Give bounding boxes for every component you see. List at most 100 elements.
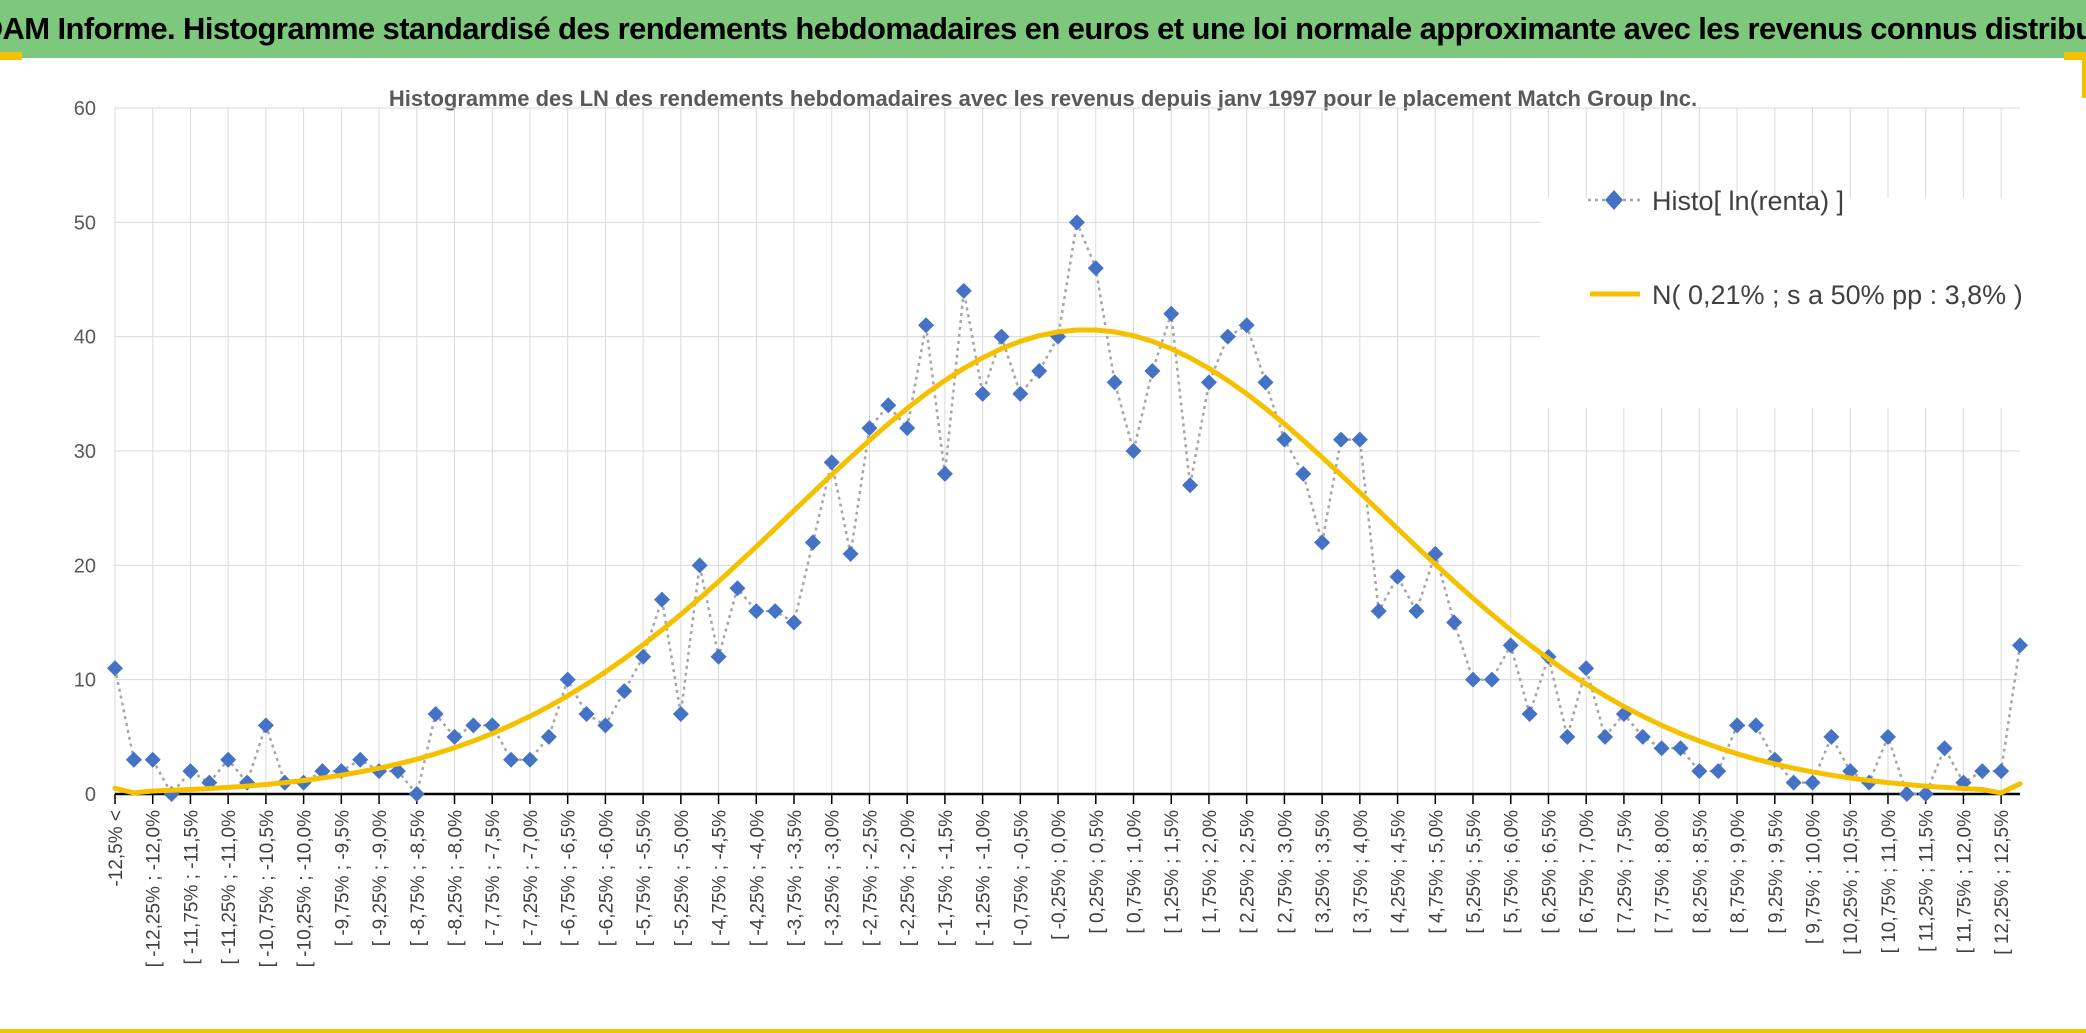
histo-line: [113, 217, 2022, 797]
histo-point: [1521, 705, 1538, 722]
histo-point: [1012, 385, 1029, 402]
histo-point: [1144, 362, 1161, 379]
x-tick-label: [ -0,25% ; 0,0%: [1049, 810, 1070, 940]
histo-point: [220, 751, 237, 768]
histo-point: [1370, 603, 1387, 620]
histo-point: [1747, 717, 1764, 734]
x-tick-label: [ -9,25% ; -9,0%: [370, 810, 391, 946]
x-tick-label: [ 3,75% ; 4,0%: [1351, 810, 1372, 934]
histo-point: [1653, 740, 1670, 757]
x-tick-label: [ 10,75% ; 11,0%: [1879, 810, 1900, 953]
histo-point: [1710, 763, 1727, 780]
x-tick-label: [ 2,75% ; 3,0%: [1275, 810, 1296, 934]
histo-point: [1068, 214, 1085, 231]
histo-point: [1087, 260, 1104, 277]
x-tick-label: [ 9,75% ; 10,0%: [1804, 810, 1825, 944]
x-tick-label: [ 11,75% ; 12,0%: [1954, 810, 1975, 953]
x-tick-label: [ 7,75% ; 8,0%: [1653, 810, 1674, 934]
x-tick-label: [ -1,25% ; -1,0%: [974, 810, 995, 946]
legend-background: [1540, 198, 2030, 408]
y-tick-label: 0: [85, 784, 96, 806]
histo-point: [1219, 328, 1236, 345]
x-axis: -12,5% < [ -12,25% ; -12,0% [ -11,75% ; -1…: [106, 792, 2020, 967]
x-tick-label: [ -4,75% ; -4,5%: [710, 810, 731, 946]
histo-point: [352, 751, 369, 768]
histo-point: [1578, 660, 1595, 677]
histo-point: [1936, 740, 1953, 757]
histo-point: [1974, 763, 1991, 780]
histo-point: [653, 591, 670, 608]
histo-point: [1446, 614, 1463, 631]
histo-point: [559, 671, 576, 688]
histo-point: [672, 705, 689, 722]
x-tick-label: [ -0,75% ; -0,5%: [1011, 810, 1032, 946]
y-tick-label: 10: [74, 670, 96, 692]
histo-point: [1879, 728, 1896, 745]
x-tick-label: [ -7,75% ; -7,5%: [483, 810, 504, 946]
y-axis: 0 10 20 30 40 50 60: [74, 98, 96, 806]
x-tick-label: [ 6,75% ; 7,0%: [1577, 810, 1598, 934]
x-tick-label: [ -4,25% ; -4,0%: [747, 810, 768, 946]
histo-point: [521, 751, 538, 768]
x-tick-label: -12,5% <: [106, 810, 127, 887]
chart-title: Histogramme des LN des rendements hebdom…: [389, 86, 1697, 111]
edge-accent-right: [2082, 58, 2086, 98]
x-tick-label: [ 6,25% ; 6,5%: [1539, 810, 1560, 934]
x-tick-label: [ -12,25% ; -12,0%: [144, 810, 165, 967]
histo-point: [125, 751, 142, 768]
histo-point: [1257, 374, 1274, 391]
legend-histo-label: Histo[ ln(renta) ]: [1652, 186, 1844, 216]
corner-accent-right: [2064, 52, 2086, 60]
x-tick-label: [ 5,75% ; 6,0%: [1502, 810, 1523, 934]
x-tick-label: [ -10,25% ; -10,0%: [295, 810, 316, 967]
histo-point: [144, 751, 161, 768]
histo-point: [446, 728, 463, 745]
histo-point: [1389, 568, 1406, 585]
histo-point: [1351, 431, 1368, 448]
histo-point: [616, 683, 633, 700]
histo-point: [1917, 786, 1934, 802]
y-tick-label: 20: [74, 555, 96, 577]
histo-point: [1238, 317, 1255, 334]
histo-point: [1465, 671, 1482, 688]
x-tick-label: [ -5,75% ; -5,5%: [634, 810, 655, 946]
bottom-accent-line: [0, 1029, 2086, 1033]
histo-point: [503, 751, 520, 768]
histo-point: [899, 420, 916, 437]
legend-normal-label: N( 0,21% ; s a 50% pp : 3,8% ): [1652, 280, 2023, 310]
histo-point: [1597, 728, 1614, 745]
x-tick-label: [ -9,75% ; -9,5%: [332, 810, 353, 946]
histo-point: [1672, 740, 1689, 757]
histo-point: [1295, 465, 1312, 482]
histo-point: [1483, 671, 1500, 688]
histo-point: [748, 603, 765, 620]
histo-point: [1200, 374, 1217, 391]
x-tick-label: [ 1,25% ; 1,5%: [1162, 810, 1183, 934]
x-tick-label: [ 11,25% ; 11,5%: [1917, 810, 1938, 952]
histo-point: [880, 397, 897, 414]
histo-point: [1804, 774, 1821, 791]
x-tick-label: [ 8,25% ; 8,5%: [1690, 810, 1711, 934]
histo-point: [540, 728, 557, 745]
x-tick-label: [ 12,25% ; 12,5%: [1992, 810, 2013, 955]
x-tick-label: [ 2,25% ; 2,5%: [1238, 810, 1259, 934]
histo-point: [1898, 786, 1915, 802]
x-tick-label: [ 7,25% ; 7,5%: [1615, 810, 1636, 934]
histo-point: [408, 786, 425, 802]
x-tick-label: [ -8,75% ; -8,5%: [408, 810, 429, 946]
x-tick-label: [ -3,25% ; -3,0%: [823, 810, 844, 946]
histo-point: [842, 545, 859, 562]
normal-curve: [112, 327, 2023, 796]
x-tick-label: [ -7,25% ; -7,0%: [521, 810, 542, 946]
histo-point: [1427, 545, 1444, 562]
histo-point: [1502, 637, 1519, 654]
histo-point: [804, 534, 821, 551]
histo-point: [635, 648, 652, 665]
histo-point: [861, 420, 878, 437]
x-tick-label: [ 8,75% ; 9,0%: [1728, 810, 1749, 934]
x-tick-label: [ 5,25% ; 5,5%: [1464, 810, 1485, 934]
x-tick-label: [ 10,25% ; 10,5%: [1841, 810, 1862, 955]
x-tick-label: [ -10,75% ; -10,5%: [257, 810, 278, 967]
y-tick-label: 60: [74, 98, 96, 120]
histo-point: [1729, 717, 1746, 734]
